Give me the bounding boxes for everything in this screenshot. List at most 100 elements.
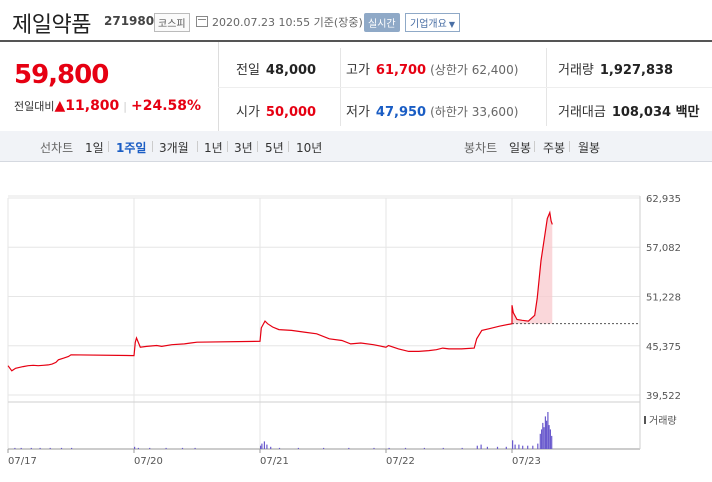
volume-bar <box>522 445 524 449</box>
tab-period-3y[interactable]: 3년 <box>234 141 253 155</box>
volume-bar <box>480 444 482 449</box>
tab-period-3m[interactable]: 3개월 <box>159 141 189 155</box>
volume-bar <box>543 427 545 449</box>
volume-bar <box>546 420 548 449</box>
x-tick-label: 07/17 <box>8 456 37 467</box>
volume-bar <box>71 447 73 449</box>
tab-period-1d[interactable]: 1일 <box>85 141 104 155</box>
quote-datetime: 2020.07.23 10:55 기준(장중) <box>212 16 363 29</box>
volume-legend-icon <box>644 416 646 424</box>
volume: 거래량 1,927,838 <box>558 59 673 78</box>
volume-legend-label: 거래량 <box>649 415 677 427</box>
volume-bar <box>505 446 507 449</box>
volume-bar <box>423 447 425 449</box>
y-tick-label: 62,935 <box>646 194 681 205</box>
price-change: 전일대비▲11,800 | +24.58% <box>14 98 201 114</box>
price-chart[interactable]: 62,935 57,082 51,228 45,375 39,522 거래량 07/17 07… <box>0 162 712 482</box>
volume-bar <box>551 435 553 449</box>
lower-limit: (하한가 33,600) <box>430 105 519 119</box>
volume-bar <box>278 447 281 449</box>
stock-code: 271980 <box>104 14 155 28</box>
price-line <box>7 210 553 372</box>
amount-value: 108,034 백만 <box>611 105 700 120</box>
day-high: 고가 61,700 (상한가 62,400) <box>346 59 518 78</box>
prev-close: 전일 48,000 <box>236 59 316 78</box>
divider <box>197 141 198 152</box>
gain-area <box>512 212 553 324</box>
volume-bar <box>532 445 534 449</box>
volume-bar <box>260 445 262 449</box>
trade-amount: 거래대금 108,034 백만 <box>558 101 700 120</box>
candle-chart-label: 봉차트 <box>464 141 498 155</box>
corp-info-label: 기업개요 <box>410 19 447 30</box>
diff-value: 11,800 <box>65 98 120 114</box>
volume-bar <box>49 447 51 449</box>
low-value: 47,950 <box>375 105 427 120</box>
divider <box>257 141 258 152</box>
x-tick-label: 07/20 <box>134 456 163 467</box>
volume-bar <box>527 445 529 449</box>
quote-panel: 59,800 전일대비▲11,800 | +24.58% 전일 48,000 고가 61… <box>0 40 712 133</box>
y-tick-label: 57,082 <box>646 243 681 254</box>
tab-period-5y[interactable]: 5년 <box>265 141 284 155</box>
volume-bar <box>263 441 265 449</box>
diff-label: 전일대비 <box>14 100 55 113</box>
volume-bar <box>404 447 407 449</box>
volume-bar <box>476 445 478 449</box>
volume-bar <box>60 447 63 449</box>
open-value: 50,000 <box>265 105 317 120</box>
volume-bar <box>194 447 196 449</box>
volume-bar <box>266 444 268 449</box>
volume-bar <box>137 447 139 449</box>
prev-label: 전일 <box>236 63 260 78</box>
current-price-box: 59,800 전일대비▲11,800 | +24.58% <box>0 42 219 132</box>
tab-candle-day[interactable]: 일봉 <box>509 141 532 155</box>
tab-period-1y[interactable]: 1년 <box>204 141 223 155</box>
volume-bar <box>512 440 514 449</box>
volume-bar <box>549 429 551 449</box>
volume-bar <box>165 447 167 449</box>
volume-label: 거래량 <box>558 63 594 78</box>
divider <box>569 141 570 152</box>
prev-value: 48,000 <box>265 63 317 78</box>
volume-bar <box>548 425 550 449</box>
volume-bar <box>30 447 32 449</box>
tab-period-10y[interactable]: 10년 <box>296 141 323 155</box>
volume-bar <box>461 447 463 449</box>
up-arrow-icon: ▲ <box>54 98 66 114</box>
corp-info-dropdown[interactable]: 기업개요 ▼ <box>405 13 460 32</box>
tab-candle-week[interactable]: 주봉 <box>543 141 566 155</box>
x-tick-label: 07/21 <box>260 456 289 467</box>
divider <box>534 141 535 152</box>
current-price: 59,800 <box>14 60 109 90</box>
volume-bar <box>297 447 299 449</box>
stock-header: 제일약품 271980 코스피 2020.07.23 10:55 기준(장중) … <box>0 0 712 40</box>
volume-bar <box>518 444 520 449</box>
y-tick-label: 39,522 <box>646 391 681 402</box>
market-badge: 코스피 <box>154 13 190 32</box>
y-tick-label: 51,228 <box>646 293 681 304</box>
calendar-icon <box>196 16 208 27</box>
volume-bar <box>547 412 549 449</box>
volume-value: 1,927,838 <box>599 63 674 78</box>
tab-period-1w[interactable]: 1주일 <box>116 141 147 155</box>
volume-bar <box>541 429 543 449</box>
day-low: 저가 47,950 (하한가 33,600) <box>346 101 518 120</box>
volume-bar <box>442 447 444 449</box>
volume-bar <box>544 416 546 449</box>
diff-rate: +24.58% <box>131 98 202 114</box>
realtime-button[interactable]: 실시간 <box>364 13 400 32</box>
volume-bar <box>134 446 136 449</box>
y-tick-label: 45,375 <box>646 342 681 353</box>
volume-bar <box>261 443 263 449</box>
tab-candle-month[interactable]: 월봉 <box>578 141 601 155</box>
volume-bar <box>149 447 151 449</box>
amount-label: 거래대금 <box>558 105 606 120</box>
upper-limit: (상한가 62,400) <box>430 63 519 77</box>
volume-bar <box>388 447 390 449</box>
volume-bar <box>542 422 544 449</box>
x-tick-label: 07/22 <box>386 456 415 467</box>
line-chart-label: 선차트 <box>40 141 74 155</box>
day-open: 시가 50,000 <box>236 101 316 120</box>
divider <box>218 87 712 88</box>
